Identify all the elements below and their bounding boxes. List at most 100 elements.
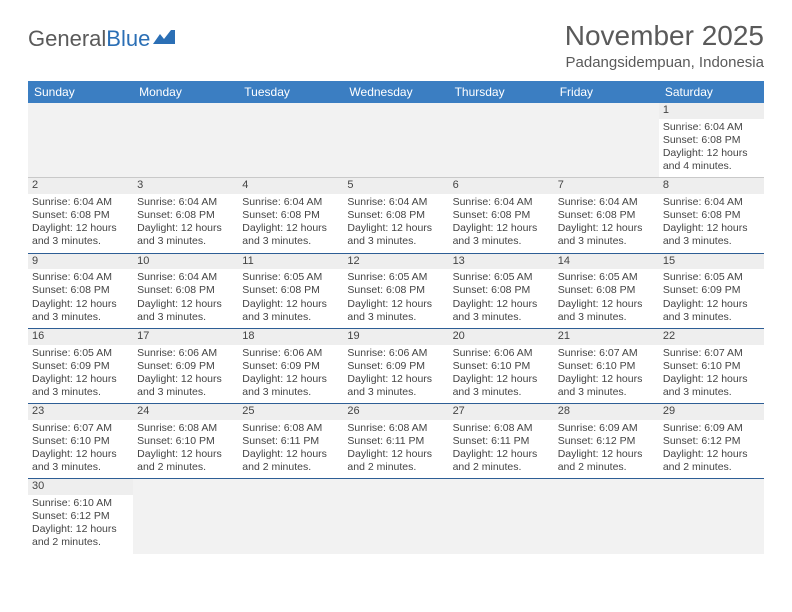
calendar-day: [238, 479, 343, 553]
day-detail: Sunset: 6:08 PM: [453, 209, 550, 222]
day-detail: Sunrise: 6:08 AM: [347, 422, 444, 435]
day-detail: Daylight: 12 hours: [32, 448, 129, 461]
day-detail: Sunrise: 6:10 AM: [32, 497, 129, 510]
day-detail: and 3 minutes.: [137, 311, 234, 324]
day-detail: Sunrise: 6:05 AM: [453, 271, 550, 284]
day-detail: Sunset: 6:08 PM: [558, 284, 655, 297]
calendar-day: 14Sunrise: 6:05 AMSunset: 6:08 PMDayligh…: [554, 254, 659, 328]
day-detail: Sunset: 6:11 PM: [347, 435, 444, 448]
day-detail: Sunset: 6:10 PM: [32, 435, 129, 448]
day-detail: Daylight: 12 hours: [137, 373, 234, 386]
day-detail: Sunset: 6:08 PM: [137, 209, 234, 222]
day-detail: Sunset: 6:08 PM: [32, 209, 129, 222]
day-detail: Sunset: 6:12 PM: [663, 435, 760, 448]
calendar-week: 9Sunrise: 6:04 AMSunset: 6:08 PMDaylight…: [28, 254, 764, 329]
weekday-header: Monday: [133, 81, 238, 103]
day-detail: Sunset: 6:09 PM: [347, 360, 444, 373]
day-number: 2: [28, 178, 133, 194]
day-detail: Daylight: 12 hours: [347, 222, 444, 235]
calendar-day: [238, 103, 343, 177]
day-detail: Daylight: 12 hours: [137, 448, 234, 461]
calendar-day: 22Sunrise: 6:07 AMSunset: 6:10 PMDayligh…: [659, 329, 764, 403]
calendar-day: [133, 103, 238, 177]
calendar-day: [343, 479, 448, 553]
day-detail: Daylight: 12 hours: [32, 298, 129, 311]
page-subtitle: Padangsidempuan, Indonesia: [565, 54, 764, 71]
day-detail: and 3 minutes.: [558, 386, 655, 399]
day-detail: and 2 minutes.: [347, 461, 444, 474]
day-detail: Sunset: 6:09 PM: [663, 284, 760, 297]
day-number: 29: [659, 404, 764, 420]
day-detail: Sunrise: 6:04 AM: [663, 121, 760, 134]
day-number: 11: [238, 254, 343, 270]
calendar-day: [449, 103, 554, 177]
day-detail: and 3 minutes.: [347, 386, 444, 399]
day-detail: Sunrise: 6:07 AM: [558, 347, 655, 360]
day-detail: and 2 minutes.: [137, 461, 234, 474]
day-detail: Sunrise: 6:06 AM: [137, 347, 234, 360]
day-detail: Sunrise: 6:04 AM: [137, 271, 234, 284]
day-detail: Sunset: 6:08 PM: [347, 209, 444, 222]
day-number: 4: [238, 178, 343, 194]
day-number: 21: [554, 329, 659, 345]
day-detail: and 3 minutes.: [32, 386, 129, 399]
day-detail: Daylight: 12 hours: [663, 373, 760, 386]
day-detail: Sunrise: 6:09 AM: [558, 422, 655, 435]
day-number: 19: [343, 329, 448, 345]
day-number: 24: [133, 404, 238, 420]
day-number: 15: [659, 254, 764, 270]
day-detail: Sunrise: 6:04 AM: [32, 271, 129, 284]
day-detail: Sunset: 6:10 PM: [663, 360, 760, 373]
calendar-day: 8Sunrise: 6:04 AMSunset: 6:08 PMDaylight…: [659, 178, 764, 252]
day-detail: Sunrise: 6:04 AM: [137, 196, 234, 209]
calendar-day: 29Sunrise: 6:09 AMSunset: 6:12 PMDayligh…: [659, 404, 764, 478]
calendar-day: 15Sunrise: 6:05 AMSunset: 6:09 PMDayligh…: [659, 254, 764, 328]
day-number: 22: [659, 329, 764, 345]
day-detail: Sunrise: 6:04 AM: [32, 196, 129, 209]
day-detail: and 4 minutes.: [663, 160, 760, 173]
calendar-week: 16Sunrise: 6:05 AMSunset: 6:09 PMDayligh…: [28, 329, 764, 404]
day-detail: Daylight: 12 hours: [558, 222, 655, 235]
calendar-day: 10Sunrise: 6:04 AMSunset: 6:08 PMDayligh…: [133, 254, 238, 328]
day-detail: and 3 minutes.: [32, 461, 129, 474]
day-detail: Daylight: 12 hours: [32, 373, 129, 386]
day-detail: Daylight: 12 hours: [663, 147, 760, 160]
calendar-week: 2Sunrise: 6:04 AMSunset: 6:08 PMDaylight…: [28, 178, 764, 253]
day-detail: Daylight: 12 hours: [347, 373, 444, 386]
day-detail: Sunrise: 6:05 AM: [347, 271, 444, 284]
day-number: 30: [28, 479, 133, 495]
day-detail: Sunrise: 6:05 AM: [242, 271, 339, 284]
calendar-week: 30Sunrise: 6:10 AMSunset: 6:12 PMDayligh…: [28, 479, 764, 553]
calendar-day: 4Sunrise: 6:04 AMSunset: 6:08 PMDaylight…: [238, 178, 343, 252]
calendar-day: 12Sunrise: 6:05 AMSunset: 6:08 PMDayligh…: [343, 254, 448, 328]
day-detail: Sunset: 6:08 PM: [663, 134, 760, 147]
day-detail: and 2 minutes.: [558, 461, 655, 474]
calendar-day: 27Sunrise: 6:08 AMSunset: 6:11 PMDayligh…: [449, 404, 554, 478]
day-detail: Sunrise: 6:06 AM: [242, 347, 339, 360]
day-number: 5: [343, 178, 448, 194]
day-detail: Sunset: 6:08 PM: [32, 284, 129, 297]
day-detail: Sunset: 6:09 PM: [32, 360, 129, 373]
day-detail: Sunrise: 6:04 AM: [453, 196, 550, 209]
day-detail: and 3 minutes.: [663, 386, 760, 399]
calendar-page: GeneralBlue November 2025 Padangsidempua…: [0, 0, 792, 554]
day-detail: Sunset: 6:08 PM: [558, 209, 655, 222]
day-detail: Sunrise: 6:08 AM: [242, 422, 339, 435]
day-number: 17: [133, 329, 238, 345]
day-detail: Daylight: 12 hours: [663, 298, 760, 311]
day-detail: Daylight: 12 hours: [347, 298, 444, 311]
day-detail: Sunrise: 6:05 AM: [663, 271, 760, 284]
day-detail: Sunset: 6:09 PM: [242, 360, 339, 373]
day-detail: Sunset: 6:08 PM: [453, 284, 550, 297]
day-detail: Sunrise: 6:06 AM: [347, 347, 444, 360]
day-number: 27: [449, 404, 554, 420]
day-detail: Daylight: 12 hours: [242, 222, 339, 235]
title-block: November 2025 Padangsidempuan, Indonesia: [565, 20, 764, 71]
day-detail: and 2 minutes.: [32, 536, 129, 549]
day-detail: Daylight: 12 hours: [242, 298, 339, 311]
calendar-day: 18Sunrise: 6:06 AMSunset: 6:09 PMDayligh…: [238, 329, 343, 403]
day-detail: Daylight: 12 hours: [663, 448, 760, 461]
day-detail: and 3 minutes.: [558, 311, 655, 324]
calendar-day: 9Sunrise: 6:04 AMSunset: 6:08 PMDaylight…: [28, 254, 133, 328]
calendar-week: 1Sunrise: 6:04 AMSunset: 6:08 PMDaylight…: [28, 103, 764, 178]
